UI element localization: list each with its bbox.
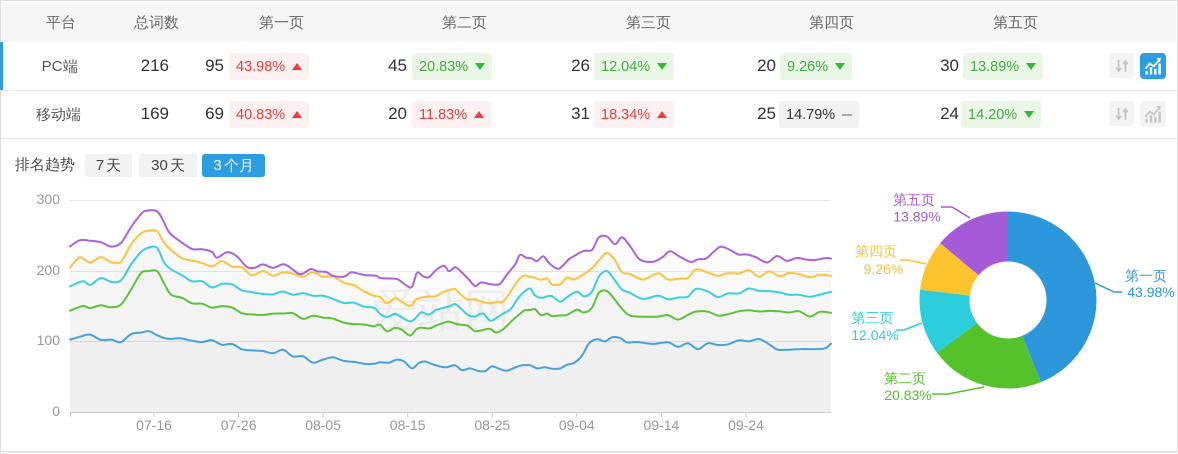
svg-text:0: 0 [52, 403, 60, 419]
svg-text:100: 100 [37, 332, 61, 348]
svg-text:13.89%: 13.89% [893, 209, 940, 225]
svg-text:07-16: 07-16 [136, 417, 172, 433]
svg-text:200: 200 [37, 262, 61, 278]
svg-text:9.26%: 9.26% [864, 261, 904, 277]
svg-text:09-24: 09-24 [728, 417, 764, 433]
svg-text:09-14: 09-14 [643, 417, 679, 433]
svg-text:08-15: 08-15 [390, 417, 426, 433]
svg-text:08-25: 08-25 [474, 417, 510, 433]
svg-text:43.98%: 43.98% [1127, 284, 1174, 300]
svg-text:08-05: 08-05 [305, 417, 341, 433]
svg-text:12.04%: 12.04% [851, 327, 898, 343]
svg-text:300: 300 [37, 191, 61, 207]
svg-text:07-26: 07-26 [221, 417, 257, 433]
svg-text:20.83%: 20.83% [884, 387, 931, 403]
svg-text:09-04: 09-04 [559, 417, 595, 433]
